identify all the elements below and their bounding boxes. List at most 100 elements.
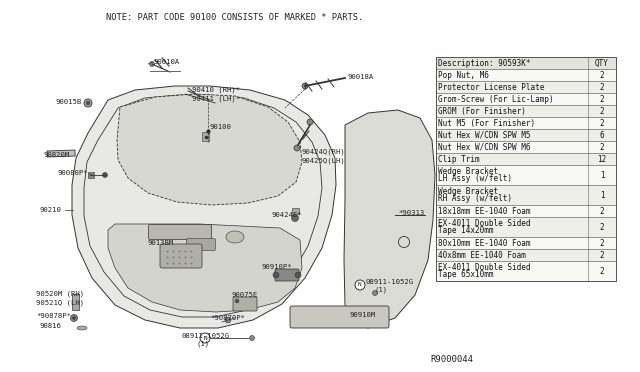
Text: GROM (For Finisher): GROM (For Finisher) <box>438 106 526 115</box>
Text: 90411 (LH)*: 90411 (LH)* <box>192 96 240 102</box>
Text: Protector License Plate: Protector License Plate <box>438 83 545 92</box>
Text: 2: 2 <box>600 119 604 128</box>
Bar <box>436 249 616 261</box>
Text: 90816: 90816 <box>40 323 62 329</box>
Circle shape <box>200 333 210 343</box>
Text: Tape 65x10mm: Tape 65x10mm <box>438 270 493 279</box>
Bar <box>436 81 616 93</box>
Circle shape <box>235 299 239 303</box>
Text: R9000044: R9000044 <box>430 356 473 365</box>
Text: 9013BM: 9013BM <box>148 240 174 246</box>
Text: 90410 (RH)*: 90410 (RH)* <box>192 87 240 93</box>
Text: 90018A: 90018A <box>348 74 374 80</box>
Text: Nut Hex W/CDN SPW M6: Nut Hex W/CDN SPW M6 <box>438 142 531 151</box>
Text: Description: 90593K*: Description: 90593K* <box>438 58 531 67</box>
Text: 2: 2 <box>600 83 604 92</box>
Text: EX-4011 Double Sided: EX-4011 Double Sided <box>438 219 531 228</box>
FancyBboxPatch shape <box>233 297 257 311</box>
Circle shape <box>250 336 255 340</box>
Text: 90425Q(LH): 90425Q(LH) <box>302 158 346 164</box>
Circle shape <box>372 291 378 295</box>
Text: 90100: 90100 <box>210 124 232 130</box>
Ellipse shape <box>226 231 244 243</box>
Text: Nut M5 (For Finisher): Nut M5 (For Finisher) <box>438 119 535 128</box>
Text: Wedge Bracket: Wedge Bracket <box>438 187 498 196</box>
Text: 90910P*: 90910P* <box>262 264 292 270</box>
Bar <box>436 117 616 129</box>
Bar <box>436 105 616 117</box>
Text: 40x8mm EE-1040 Foam: 40x8mm EE-1040 Foam <box>438 250 526 260</box>
Bar <box>88 172 94 178</box>
Bar <box>436 261 616 281</box>
Text: (1): (1) <box>196 341 209 347</box>
Circle shape <box>355 280 365 290</box>
Circle shape <box>291 215 298 221</box>
Text: 90820M: 90820M <box>44 152 70 158</box>
Circle shape <box>307 119 313 125</box>
Text: 90424Q(RH): 90424Q(RH) <box>302 149 346 155</box>
Text: 1: 1 <box>600 190 604 199</box>
Circle shape <box>273 272 279 278</box>
FancyBboxPatch shape <box>160 244 202 268</box>
Bar <box>436 217 616 237</box>
FancyBboxPatch shape <box>186 238 216 250</box>
Text: Clip Trim: Clip Trim <box>438 154 479 164</box>
Circle shape <box>150 61 154 67</box>
Polygon shape <box>117 94 302 205</box>
Polygon shape <box>344 110 435 328</box>
Text: 90910M: 90910M <box>350 312 376 318</box>
Circle shape <box>72 317 76 320</box>
Polygon shape <box>108 224 302 312</box>
Bar <box>436 129 616 141</box>
Text: 2: 2 <box>600 142 604 151</box>
Polygon shape <box>72 86 336 328</box>
Text: 18x18mm EE-1040 Foam: 18x18mm EE-1040 Foam <box>438 206 531 215</box>
Ellipse shape <box>77 326 87 330</box>
Text: 80x10mm EE-1040 Foam: 80x10mm EE-1040 Foam <box>438 238 531 247</box>
Text: 90424E*: 90424E* <box>272 212 303 218</box>
Text: 90075E: 90075E <box>232 292 259 298</box>
Text: 90210: 90210 <box>40 207 62 213</box>
Text: 2: 2 <box>600 238 604 247</box>
Circle shape <box>295 272 301 278</box>
Circle shape <box>294 145 300 151</box>
Text: 2: 2 <box>600 250 604 260</box>
Text: 2: 2 <box>600 94 604 103</box>
Bar <box>72 294 79 310</box>
Text: QTY: QTY <box>595 58 609 67</box>
Text: 2: 2 <box>600 222 604 231</box>
Bar <box>436 185 616 205</box>
Text: Pop Nut, M6: Pop Nut, M6 <box>438 71 489 80</box>
Text: Nut Hex W/CDN SPW M5: Nut Hex W/CDN SPW M5 <box>438 131 531 140</box>
FancyBboxPatch shape <box>202 132 209 141</box>
Text: N: N <box>358 282 362 288</box>
FancyBboxPatch shape <box>148 224 211 240</box>
Bar <box>436 57 616 69</box>
Text: 6: 6 <box>600 131 604 140</box>
Circle shape <box>84 99 92 107</box>
Text: 90015B: 90015B <box>56 99 82 105</box>
Text: 90010A: 90010A <box>154 59 180 65</box>
Text: 90521Q (LH): 90521Q (LH) <box>36 300 84 306</box>
Bar <box>436 205 616 217</box>
Text: 2: 2 <box>600 266 604 276</box>
FancyBboxPatch shape <box>290 306 389 328</box>
Text: 90520M (RH): 90520M (RH) <box>36 291 84 297</box>
Text: 08911-1052G: 08911-1052G <box>182 333 230 339</box>
Circle shape <box>102 173 108 177</box>
Bar <box>436 93 616 105</box>
Bar <box>436 57 616 281</box>
Bar <box>292 208 299 214</box>
Text: 90080P*: 90080P* <box>58 170 88 176</box>
Text: Wedge Bracket: Wedge Bracket <box>438 167 498 176</box>
Bar <box>436 237 616 249</box>
Bar <box>436 141 616 153</box>
Circle shape <box>86 101 90 105</box>
Circle shape <box>70 314 77 321</box>
Text: Grom-Screw (For Lic-Lamp): Grom-Screw (For Lic-Lamp) <box>438 94 554 103</box>
Text: (1): (1) <box>374 287 387 293</box>
Bar <box>436 69 616 81</box>
FancyBboxPatch shape <box>275 269 299 281</box>
Text: 2: 2 <box>600 106 604 115</box>
Text: 12: 12 <box>597 154 607 164</box>
